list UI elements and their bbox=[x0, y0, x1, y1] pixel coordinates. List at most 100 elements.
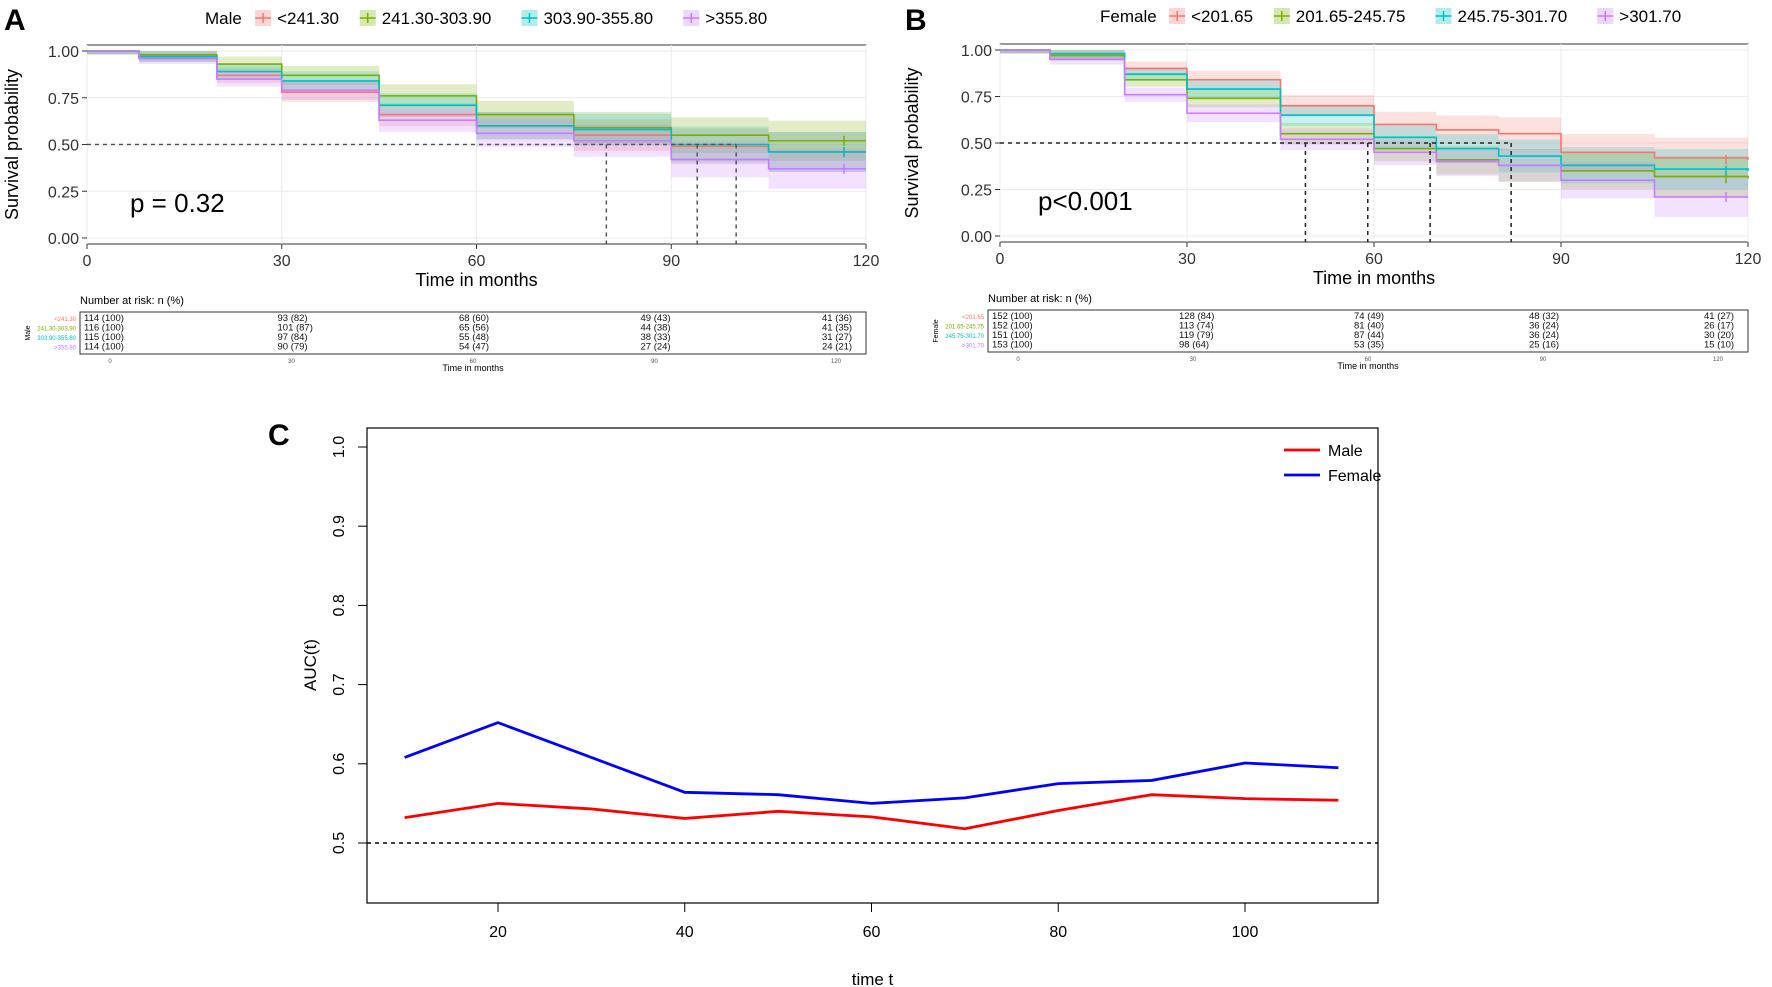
risk-table-cell: 90 (79) bbox=[278, 342, 308, 353]
risk-table-row-label: <241.30 bbox=[54, 317, 77, 323]
risk-table-cell: 151 (100) bbox=[992, 330, 1033, 341]
legend-label-355-80: >355.80 bbox=[705, 9, 767, 28]
risk-table-cell: 41 (36) bbox=[822, 313, 852, 324]
legend-item-241-30-303-90: 241.30-303.90 bbox=[359, 9, 492, 28]
plot-frame bbox=[366, 427, 1379, 904]
risk-table-cell: 153 (100) bbox=[992, 340, 1033, 351]
risk-table-cell: 87 (44) bbox=[1354, 330, 1384, 341]
risk-table-x-tick: 30 bbox=[1190, 357, 1197, 363]
risk-table-cell: 36 (24) bbox=[1529, 330, 1559, 341]
x-tick-label: 40 bbox=[676, 924, 694, 941]
risk-table-cell: 31 (27) bbox=[822, 332, 852, 343]
survival-curve-355-80 bbox=[87, 50, 866, 170]
risk-table-row-label: 201.65-245.75 bbox=[945, 325, 984, 331]
y-tick-label: 0.9 bbox=[331, 515, 348, 537]
risk-table-cell: 101 (87) bbox=[278, 323, 313, 334]
risk-table-cell: 74 (49) bbox=[1354, 311, 1384, 322]
legend-item-303-90-355-80: 303.90-355.80 bbox=[521, 9, 653, 28]
legend-label-female: Female bbox=[1328, 468, 1381, 485]
legend-label-201-65-245-75: 201.65-245.75 bbox=[1296, 7, 1406, 26]
km-chart-male: Male <241.30 241.30-303.90 303.90-355.80 >35… bbox=[2, 9, 879, 373]
risk-table-cell: 15 (10) bbox=[1704, 340, 1734, 351]
risk-table-group-label: Male bbox=[25, 325, 32, 340]
y-tick-label: 0.50 bbox=[48, 138, 79, 155]
legend-label-301-70: >301.70 bbox=[1619, 7, 1681, 26]
risk-table-cell: 48 (32) bbox=[1529, 311, 1559, 322]
x-tick-label: 80 bbox=[1049, 924, 1067, 941]
risk-table-cell: 98 (64) bbox=[1179, 340, 1209, 351]
legend-title: Female bbox=[1100, 7, 1157, 26]
risk-table-cell: 26 (17) bbox=[1704, 321, 1734, 332]
risk-table-x-tick: 0 bbox=[108, 359, 112, 365]
km-chart-female: Female <201.65 201.65-245.75 245.75-301.70 >… bbox=[902, 7, 1761, 371]
risk-table-title: Number at risk: n (%) bbox=[988, 293, 1092, 305]
x-tick-label: 60 bbox=[1365, 251, 1383, 268]
survival-curve-241-30-303-90 bbox=[87, 50, 866, 142]
x-axis-title: Time in months bbox=[1313, 268, 1435, 288]
risk-table-cell: 36 (24) bbox=[1529, 321, 1559, 332]
x-tick-label: 120 bbox=[1735, 251, 1762, 268]
risk-table-x-tick: 60 bbox=[1365, 357, 1372, 363]
auc-chart: 20 40 60 80 100 0.5 0.6 0.7 0.8 0.9 1.0 time t AUC(t… bbox=[301, 427, 1381, 987]
risk-table-title: Number at risk: n (%) bbox=[80, 295, 184, 307]
risk-table-cell: 65 (56) bbox=[459, 323, 489, 334]
legend-label-303-90-355-80: 303.90-355.80 bbox=[543, 9, 653, 28]
risk-table-cell: 114 (100) bbox=[84, 342, 124, 353]
x-tick-label: 30 bbox=[1178, 251, 1196, 268]
x-tick-label: 60 bbox=[468, 253, 486, 270]
x-tick-label: 90 bbox=[1552, 251, 1570, 268]
series-line-male bbox=[404, 793, 1339, 831]
risk-table-panel bbox=[79, 311, 867, 355]
risk-table-cell: 97 (84) bbox=[278, 332, 308, 343]
y-axis-title: AUC(t) bbox=[301, 639, 320, 691]
y-axis-title: Survival probability bbox=[2, 69, 22, 220]
legend-label-201-65: <201.65 bbox=[1191, 7, 1253, 26]
p-value: p<0.001 bbox=[1038, 186, 1133, 216]
risk-table-row-label: >301.70 bbox=[962, 344, 985, 350]
panel-label-b: B bbox=[905, 4, 927, 37]
x-tick-label: 60 bbox=[863, 924, 881, 941]
risk-table-x-title: Time in months bbox=[1337, 361, 1399, 371]
risk-table-cell: 38 (33) bbox=[641, 332, 671, 343]
legend-item-355-80: >355.80 bbox=[683, 9, 767, 28]
risk-table-x-tick: 120 bbox=[831, 359, 842, 365]
y-tick-label: 0.75 bbox=[48, 91, 79, 108]
risk-table-cell: 119 (79) bbox=[1179, 330, 1214, 341]
risk-table-cell: 116 (100) bbox=[84, 323, 124, 334]
survival-curve-301-70 bbox=[1000, 49, 1748, 198]
y-tick-label: 0.50 bbox=[961, 136, 992, 153]
risk-table-row-label: >355.80 bbox=[54, 346, 77, 352]
y-tick-label: 0.5 bbox=[331, 832, 348, 854]
risk-table-row-label: 245.75-301.70 bbox=[945, 334, 984, 340]
risk-table-panel bbox=[987, 309, 1749, 353]
risk-table-cell: 49 (43) bbox=[641, 313, 671, 324]
x-tick-label: 120 bbox=[853, 253, 880, 270]
x-axis-title: time t bbox=[852, 970, 894, 987]
risk-table-cell: 152 (100) bbox=[992, 321, 1033, 332]
y-axis-title: Survival probability bbox=[902, 67, 922, 218]
risk-table-x-tick: 0 bbox=[1016, 357, 1020, 363]
risk-table-cell: 24 (21) bbox=[822, 342, 852, 353]
y-tick-label: 0.25 bbox=[48, 184, 79, 201]
y-tick-label: 1.0 bbox=[331, 436, 348, 458]
y-tick-label: 0.00 bbox=[961, 229, 992, 246]
legend-label-male: Male bbox=[1328, 443, 1363, 460]
panel-label-a: A bbox=[4, 4, 26, 37]
risk-table-cell: 27 (24) bbox=[641, 342, 671, 353]
legend-label-241-30-303-90: 241.30-303.90 bbox=[382, 9, 492, 28]
legend-item-201-65-245-75: 201.65-245.75 bbox=[1273, 7, 1406, 26]
risk-table-cell: 53 (35) bbox=[1354, 340, 1384, 351]
risk-table-cell: 115 (100) bbox=[84, 332, 124, 343]
p-value: p = 0.32 bbox=[130, 188, 225, 218]
legend-label-245-75-301-70: 245.75-301.70 bbox=[1458, 7, 1568, 26]
legend-item-301-70: >301.70 bbox=[1597, 7, 1681, 26]
risk-table-row-label: <201.65 bbox=[962, 315, 985, 321]
y-tick-label: 1.00 bbox=[961, 43, 992, 60]
legend-label-241-30: <241.30 bbox=[277, 9, 339, 28]
risk-table-cell: 54 (47) bbox=[459, 342, 489, 353]
y-tick-label: 0.00 bbox=[48, 231, 79, 248]
y-tick-label: 0.6 bbox=[331, 753, 348, 775]
panel-label-c: C bbox=[268, 419, 290, 452]
y-tick-label: 0.7 bbox=[331, 673, 348, 695]
x-tick-label: 100 bbox=[1232, 924, 1259, 941]
